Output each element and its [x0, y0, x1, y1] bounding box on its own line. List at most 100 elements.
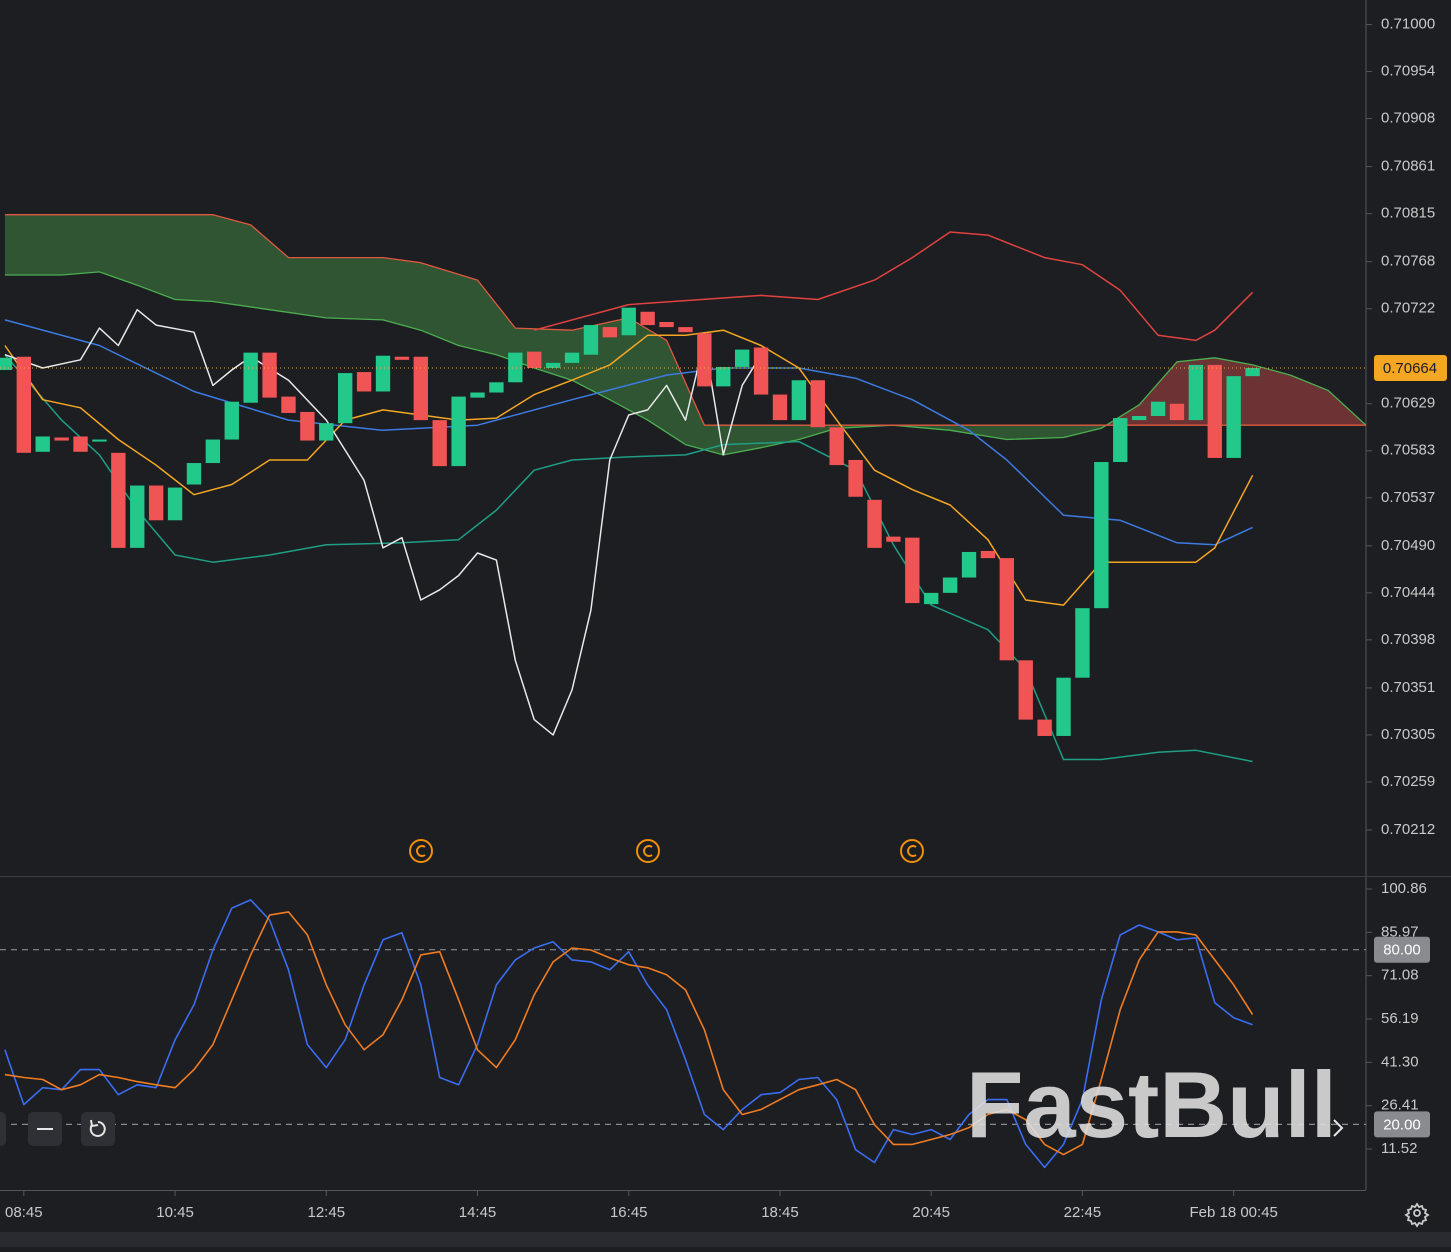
y-tick-label: 26.41 [1381, 1097, 1419, 1114]
indicator-line [4, 329, 1254, 606]
event-markers [409, 839, 924, 863]
y-tick-label: 0.70768 [1381, 253, 1435, 270]
indicator-line [534, 231, 1254, 342]
y-tick-label: 0.70908 [1381, 110, 1435, 127]
y-tick-label: 0.70398 [1381, 631, 1435, 648]
event-marker[interactable] [900, 839, 924, 863]
candle-body [640, 311, 655, 326]
x-tick-label: 16:45 [610, 1204, 648, 1221]
button[interactable] [0, 1112, 6, 1146]
toolbar [0, 1112, 1430, 1228]
candle-body [659, 321, 674, 328]
reset-button[interactable] [81, 1112, 115, 1146]
candle-body [130, 485, 145, 548]
x-tick-label: 10:45 [156, 1204, 194, 1221]
candle-body [564, 352, 580, 363]
x-tick-label: 20:45 [912, 1204, 950, 1221]
candle-body [678, 327, 693, 333]
candle-body [375, 355, 391, 392]
candle-body [451, 396, 466, 467]
candle-body [1131, 416, 1147, 421]
indicator-line [4, 308, 762, 736]
y-tick-label: 0.70583 [1381, 442, 1435, 459]
candle-body [1018, 660, 1033, 720]
x-tick-label: 18:45 [761, 1204, 799, 1221]
y-tick-label: 0.70537 [1381, 489, 1435, 506]
candle-body [470, 392, 485, 398]
candle-body [1207, 364, 1222, 458]
level-badge [1374, 936, 1430, 963]
candle-body [281, 396, 296, 413]
y-tick-label: 0.70861 [1381, 158, 1435, 175]
axes: 08:45 10:45 12:45 14:45 16:45 18:45 20:45 22:45… [5, 16, 1435, 1221]
oscillator-line [4, 911, 1254, 1156]
y-tick-label: 85.97 [1381, 923, 1419, 940]
candle-body [413, 356, 428, 421]
y-tick-label: 0.70815 [1381, 205, 1435, 222]
y-tick-label: 56.19 [1381, 1010, 1419, 1027]
x-tick-label: 12:45 [308, 1204, 346, 1221]
candle-body [1094, 462, 1109, 609]
current-price-badge [1374, 354, 1447, 381]
event-marker[interactable] [636, 839, 660, 863]
candle-body [16, 356, 32, 453]
candle-body [111, 452, 126, 548]
candle-body [697, 333, 712, 387]
candle-body [1245, 367, 1260, 377]
y-tick-label: 100.86 [1381, 880, 1427, 897]
candle-body [942, 577, 958, 593]
cloud-span-a [4, 271, 1366, 456]
candle-body [300, 411, 315, 441]
candle-body [829, 427, 844, 466]
event-marker-glyph [416, 845, 426, 857]
bottom-strip [0, 1232, 1451, 1247]
candle-body [905, 537, 920, 604]
current-price-label: 0.70664 [1383, 360, 1437, 377]
settings-button[interactable] [1404, 1202, 1430, 1228]
candle-body [394, 356, 410, 360]
y-tick-label: 0.70259 [1381, 773, 1435, 790]
candle-body [1056, 677, 1071, 736]
candle-body [1188, 364, 1204, 421]
candle-body [338, 373, 353, 424]
candle-body [716, 366, 731, 387]
candle-body [1075, 608, 1090, 678]
y-tick-label: 0.71000 [1381, 16, 1435, 33]
candle-body [924, 592, 939, 605]
candle-body [224, 401, 239, 440]
y-tick-label: 11.52 [1381, 1140, 1417, 1157]
oscillator-line [4, 899, 1253, 1169]
candle-body [734, 349, 750, 367]
y-tick-label: 0.70444 [1381, 584, 1435, 601]
level-label: 20.00 [1383, 1116, 1421, 1133]
y-tick-label: 0.70954 [1381, 63, 1435, 80]
event-marker[interactable] [409, 839, 433, 863]
scroll-right-button[interactable] [1333, 1119, 1344, 1137]
candle-body [848, 459, 863, 497]
main-panel [0, 214, 1366, 763]
y-tick-label: 0.70212 [1381, 821, 1435, 838]
reset-icon-arrow [90, 1119, 99, 1128]
candle-body [0, 357, 13, 371]
candle-body [356, 372, 372, 392]
candle-body [810, 380, 825, 428]
candle-body [243, 352, 258, 403]
level-label: 80.00 [1383, 942, 1421, 959]
candle-body [961, 551, 977, 578]
candle-body [1226, 376, 1241, 458]
candle-body [1169, 403, 1185, 421]
watermark: FastBull [966, 1052, 1337, 1157]
candle-body [545, 362, 561, 368]
candle-body [186, 463, 202, 485]
gear-outline [1404, 1202, 1430, 1228]
event-marker-glyph [643, 845, 653, 857]
candle-body [886, 536, 901, 542]
candle-body [432, 420, 447, 467]
x-tick-label: 14:45 [459, 1204, 497, 1221]
candle-body [791, 380, 807, 421]
candle-body [54, 437, 69, 441]
cloud-fill [4, 214, 1107, 455]
level-badge [1374, 1111, 1430, 1138]
